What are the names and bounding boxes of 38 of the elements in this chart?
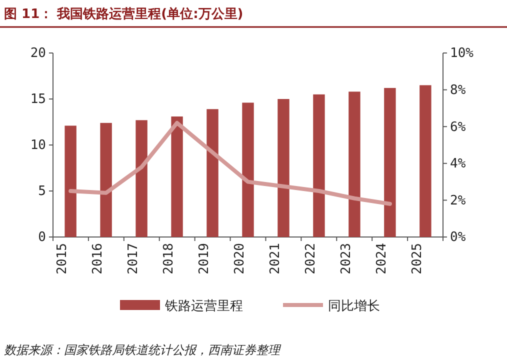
bar <box>136 120 148 237</box>
y-tick-label: 15 <box>30 92 46 108</box>
x-tick-label: 2016 <box>90 243 106 274</box>
x-tick-label: 2017 <box>126 243 141 274</box>
y-tick-label: 20 <box>30 46 46 62</box>
bar <box>348 92 360 237</box>
y2-tick-label: 4% <box>450 156 466 172</box>
bar <box>64 126 76 237</box>
chart-title: 图 11： 我国铁路运营里程(单位:万公里) <box>4 6 244 22</box>
x-tick-label: 2019 <box>196 243 212 274</box>
y2-tick-label: 6% <box>450 120 466 135</box>
bar <box>171 116 183 237</box>
bar <box>313 94 325 237</box>
x-tick-label: 2024 <box>374 242 390 274</box>
source-note: 数据来源：国家铁路局铁道统计公报，西南证券整理 <box>4 343 282 357</box>
bar <box>206 109 218 237</box>
legend-label: 铁路运营里程 <box>164 299 243 314</box>
bar <box>384 88 396 237</box>
bar <box>420 85 432 237</box>
y2-tick-label: 8% <box>450 82 466 98</box>
x-tick-label: 2018 <box>161 243 176 274</box>
legend-label: 同比增长 <box>328 299 380 314</box>
x-tick-label: 2015 <box>55 243 70 274</box>
y2-tick-label: 2% <box>450 193 466 208</box>
x-tick-label: 2022 <box>303 243 318 274</box>
y2-tick-label: 10% <box>450 46 474 62</box>
y-tick-label: 5 <box>38 184 46 200</box>
bar <box>100 122 112 237</box>
x-tick-label: 2020 <box>232 243 248 274</box>
y2-tick-label: 0% <box>450 230 466 246</box>
y-tick-label: 0 <box>38 230 46 246</box>
x-tick-label: 2023 <box>338 243 354 274</box>
x-tick-label: 2021 <box>268 243 283 274</box>
bar <box>242 102 254 237</box>
line-series <box>68 120 392 206</box>
y-tick-label: 10 <box>30 138 46 154</box>
bar <box>278 99 290 237</box>
x-tick-label: 2025 <box>410 243 425 274</box>
